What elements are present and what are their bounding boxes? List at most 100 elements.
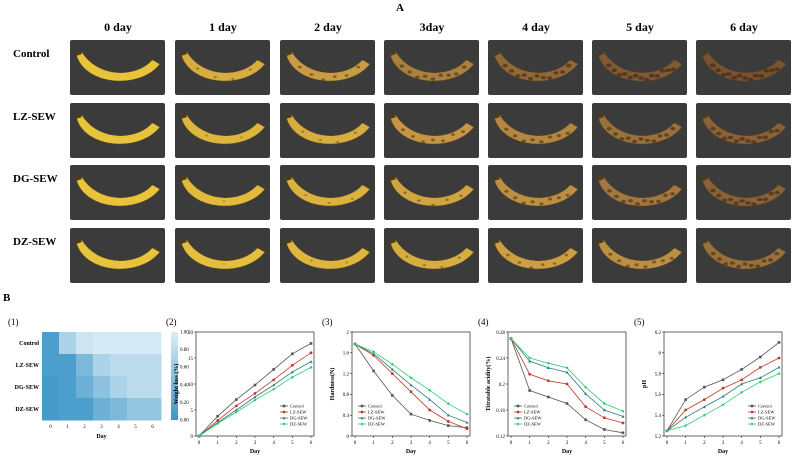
- banana-photo: [280, 165, 375, 220]
- ripening-spot: [196, 67, 200, 70]
- ripening-spot: [628, 199, 633, 203]
- banana-body: [180, 114, 266, 145]
- data-point: [290, 375, 294, 379]
- ripening-spot: [745, 139, 751, 143]
- data-point: [565, 402, 569, 405]
- banana-photo: [592, 228, 687, 283]
- data-point: [565, 382, 569, 386]
- data-point: [282, 410, 286, 414]
- banana-photo: [175, 228, 270, 283]
- series-line: [510, 338, 624, 412]
- ripening-spot: [521, 139, 527, 143]
- x-tick-label: 1: [216, 441, 219, 446]
- y-axis-label: Hardness(N): [329, 368, 336, 401]
- data-point: [740, 368, 743, 371]
- data-point: [750, 410, 754, 414]
- data-point: [309, 365, 313, 369]
- y-tick-label: 0: [191, 435, 194, 440]
- ripening-spot: [751, 140, 757, 144]
- data-point: [428, 408, 432, 412]
- banana-stem: [179, 238, 187, 244]
- y-axis-label: Weight loss (%): [173, 364, 180, 405]
- ripening-spot: [642, 199, 647, 203]
- ripening-spot: [768, 129, 774, 134]
- ripening-spot: [556, 134, 562, 138]
- x-tick-label: 2: [391, 441, 394, 446]
- banana-photo: [384, 228, 479, 283]
- banana-photo: [70, 228, 165, 283]
- heatmap-cell: [76, 332, 94, 355]
- data-point: [235, 398, 238, 401]
- data-point: [621, 421, 625, 425]
- banana-stem: [74, 113, 82, 119]
- weight-loss-chart: 0 5 10 15 20 0 1 2 3 4 5 6 Day Weight loss (%) Control…: [172, 326, 322, 456]
- heatmap-cell: [42, 398, 60, 421]
- ph-svg: 5.2 5.4 5.6 5.8 6 6.2 0 1 2 3 4 5 6 Day pH ControlLZ-SE…: [642, 331, 783, 455]
- ripening-spot: [309, 73, 314, 76]
- ripening-spot: [415, 75, 420, 79]
- ripening-spot: [457, 256, 461, 259]
- colorbar: [171, 332, 178, 420]
- data-point: [360, 422, 364, 426]
- ripening-spot: [774, 128, 780, 133]
- ripening-spot: [745, 201, 751, 205]
- data-point: [603, 428, 606, 431]
- data-point: [309, 342, 313, 345]
- data-point: [777, 356, 781, 360]
- ripening-spot: [407, 70, 412, 74]
- ripening-spot: [720, 72, 727, 77]
- data-point: [516, 416, 520, 420]
- banana-illustration: [388, 175, 475, 207]
- heatmap-row-label: DZ-SEW: [15, 407, 39, 413]
- banana-illustration: [388, 238, 475, 270]
- ripening-spot: [638, 137, 644, 141]
- ripening-spot: [733, 139, 739, 143]
- y-tick-label: 15: [188, 357, 194, 362]
- data-point: [758, 380, 762, 384]
- data-point: [584, 418, 587, 422]
- banana-body: [389, 239, 475, 270]
- heatmap-cell: [76, 398, 94, 421]
- heatmap-cell: [93, 354, 111, 377]
- banana-illustration: [596, 50, 683, 82]
- banana-stem: [284, 113, 292, 119]
- ripening-spot: [451, 133, 455, 136]
- banana-illustration: [74, 175, 161, 207]
- data-point: [290, 363, 294, 367]
- ripening-spot: [440, 266, 444, 269]
- data-point: [516, 410, 520, 414]
- ripening-spot: [638, 76, 644, 80]
- subplot-label-3: (3): [322, 317, 333, 327]
- ripening-spot: [356, 65, 361, 69]
- data-point: [446, 420, 450, 423]
- data-point: [216, 419, 220, 422]
- x-tick-label: 1: [372, 441, 375, 446]
- data-point: [428, 419, 431, 422]
- x-tick-label: 6: [310, 441, 313, 446]
- x-axis-label: Day: [250, 449, 260, 455]
- legend-label: DG-SEW: [290, 416, 308, 421]
- x-tick-label: 6: [622, 441, 625, 446]
- y-tick-label: 6: [659, 352, 662, 357]
- ripening-spot: [717, 257, 722, 261]
- heatmap-row-label: Control: [19, 341, 39, 347]
- ripening-spot: [521, 201, 526, 205]
- ripening-spot: [756, 197, 763, 202]
- ripening-spot: [297, 65, 302, 69]
- banana-body: [597, 176, 683, 207]
- banana-stem: [74, 175, 82, 181]
- data-point: [528, 372, 532, 376]
- data-point: [234, 404, 238, 408]
- banana-photo: [696, 228, 791, 283]
- ripening-spot: [422, 264, 426, 267]
- data-point: [758, 376, 762, 379]
- ripening-spot: [417, 199, 421, 202]
- y-axis-label: pH: [642, 380, 648, 388]
- ripening-spot: [606, 127, 612, 131]
- ripening-spot: [747, 77, 754, 82]
- data-point: [621, 414, 625, 418]
- ripening-spot: [508, 69, 515, 73]
- data-point: [428, 398, 432, 401]
- data-point: [272, 368, 275, 371]
- banana-stem: [492, 238, 500, 244]
